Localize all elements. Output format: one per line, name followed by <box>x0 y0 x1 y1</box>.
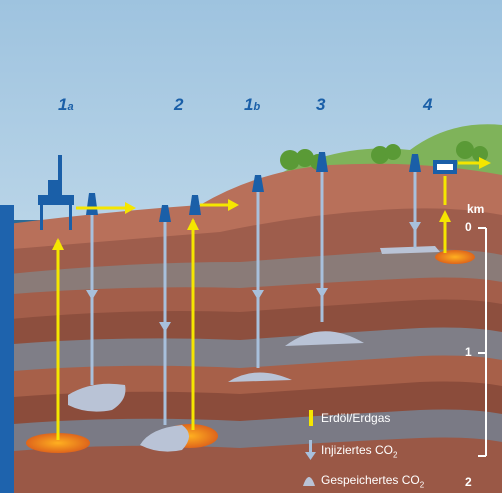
oil-gas-arrowheads <box>52 157 491 250</box>
site-label-2: 2 <box>174 95 184 114</box>
oil-reservoir-1a <box>26 433 90 453</box>
rock-strata <box>0 163 502 493</box>
site-label-3: 3 <box>316 95 326 114</box>
legend-oil-gas-label: Erdöl/Erdgas <box>321 411 391 425</box>
depth-tick-0: 0 <box>465 220 472 234</box>
site-label-1a: 1a <box>58 95 74 114</box>
depth-tick-2: 2 <box>465 475 472 489</box>
offshore-platform <box>38 155 74 230</box>
site-label-1b: 1b <box>244 95 261 114</box>
legend-stored-co2-label: Gespeichertes CO2 <box>321 473 425 490</box>
site4-building <box>433 160 457 174</box>
stored-co2-shapes <box>68 246 440 452</box>
depth-tick-1: 1 <box>465 345 472 359</box>
legend-stored-co2-symbol <box>303 477 315 486</box>
derricks <box>86 152 421 222</box>
depth-unit: km <box>467 202 485 216</box>
site-label-4: 4 <box>423 95 433 114</box>
legend-injected-co2-label: Injiziertes CO2 <box>321 443 398 460</box>
legend-oil-gas-swatch <box>309 410 313 426</box>
oil-reservoir-4 <box>435 250 475 264</box>
depth-scale <box>478 227 487 457</box>
co2-arrowheads <box>86 222 421 332</box>
legend-injected-co2-symbol <box>305 440 316 460</box>
left-edge-band <box>0 205 14 493</box>
oil-gas-arrows <box>56 161 482 440</box>
